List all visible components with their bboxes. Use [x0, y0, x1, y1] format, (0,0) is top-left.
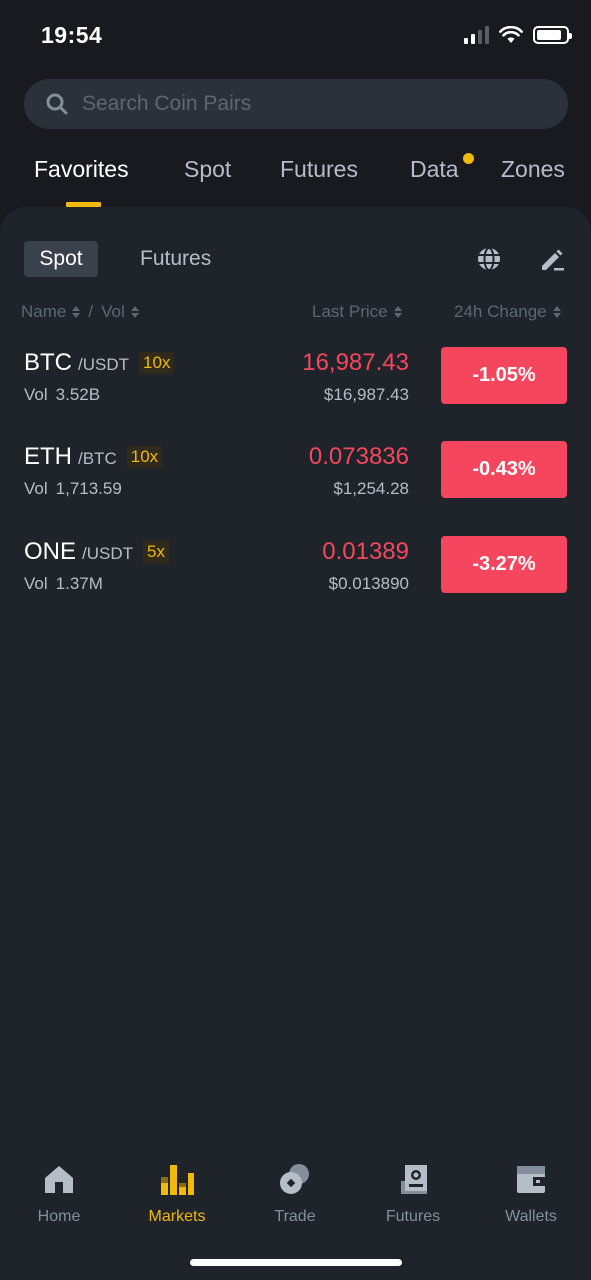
- nav-markets[interactable]: Markets: [127, 1150, 227, 1226]
- nav-wallets-label: Wallets: [505, 1208, 557, 1225]
- fiat-price: $1,254.28: [333, 479, 409, 498]
- base-symbol: ETH: [24, 443, 72, 470]
- volume: Vol 3.52B: [24, 385, 100, 405]
- change-badge[interactable]: -3.27%: [441, 536, 567, 593]
- column-headers: Name / Vol Last Price 24h Change: [0, 302, 591, 326]
- wifi-icon: [499, 26, 523, 43]
- last-price: 0.01389: [322, 538, 409, 565]
- markets-icon: [160, 1162, 194, 1196]
- tab-futures[interactable]: Futures: [280, 156, 358, 182]
- search-bar[interactable]: Search Coin Pairs: [24, 79, 568, 129]
- volume-value: 1.37M: [55, 574, 103, 593]
- change-badge[interactable]: -0.43%: [441, 441, 567, 498]
- nav-wallets[interactable]: Wallets: [481, 1150, 581, 1226]
- pair-name: ETH /BTC 10x: [24, 443, 163, 471]
- nav-markets-label: Markets: [148, 1208, 206, 1225]
- volume-label: Vol: [24, 574, 48, 593]
- sort-last-price[interactable]: Last Price: [312, 302, 402, 322]
- sort-name-vol[interactable]: Name / Vol: [21, 302, 139, 322]
- change-badge[interactable]: -1.05%: [441, 347, 567, 404]
- fiat-price: $16,987.43: [323, 385, 409, 404]
- sort-arrows-icon: [552, 306, 561, 318]
- data-tab-badge: [463, 153, 474, 164]
- last-price: 0.073836: [308, 443, 409, 470]
- pair-name: BTC /USDT 10x: [24, 349, 175, 377]
- volume-value: 3.52B: [55, 385, 101, 404]
- quote-symbol: /USDT: [82, 544, 134, 563]
- home-icon: [42, 1162, 76, 1196]
- globe-icon[interactable]: [475, 245, 503, 273]
- leverage-badge: 10x: [139, 352, 175, 374]
- volume-label: Vol: [24, 479, 48, 498]
- nav-futures-label: Futures: [385, 1208, 441, 1225]
- last-price: 16,987.43: [302, 349, 409, 376]
- status-bar: 19:54: [0, 0, 591, 72]
- wallet-icon: [514, 1162, 548, 1196]
- edit-icon[interactable]: [538, 246, 566, 274]
- sort-arrows-icon: [72, 306, 81, 318]
- sort-arrows-icon: [393, 306, 402, 318]
- col-separator: /: [88, 302, 94, 321]
- tab-data[interactable]: Data: [410, 156, 459, 182]
- cellular-signal-icon: [464, 26, 489, 44]
- nav-trade[interactable]: Trade: [245, 1150, 345, 1226]
- battery-icon: [533, 26, 572, 44]
- search-icon: [46, 93, 68, 115]
- quote-symbol: /USDT: [78, 355, 129, 374]
- col-last-price-label: Last Price: [312, 302, 388, 321]
- base-symbol: ONE: [24, 538, 77, 565]
- status-time: 19:54: [41, 22, 103, 48]
- top-tabs: Favorites Spot Futures Data Zones: [0, 148, 591, 208]
- home-indicator: [190, 1259, 402, 1266]
- leverage-badge: 5x: [143, 541, 169, 563]
- sort-arrows-icon: [130, 306, 139, 318]
- tab-spot[interactable]: Spot: [184, 156, 232, 182]
- subtab-futures[interactable]: Futures: [140, 247, 212, 270]
- volume-value: 1,713.59: [55, 479, 122, 498]
- pair-name: ONE /USDT 5x: [24, 538, 169, 566]
- bottom-nav: Home Markets Trade Futures Wallets: [0, 1150, 591, 1230]
- market-row-eth[interactable]: ETH /BTC 10x Vol 1,713.59 0.073836 $1,254…: [0, 441, 591, 503]
- volume-label: Vol: [24, 385, 48, 404]
- sort-24h-change[interactable]: 24h Change: [454, 302, 561, 322]
- quote-symbol: /BTC: [78, 449, 117, 468]
- nav-futures[interactable]: Futures: [363, 1150, 463, 1226]
- leverage-badge: 10x: [126, 446, 163, 468]
- fiat-price: $0.013890: [328, 574, 409, 593]
- trade-icon: [278, 1162, 312, 1196]
- status-icons: [464, 26, 572, 44]
- volume: Vol 1.37M: [24, 574, 103, 594]
- futures-icon: [396, 1162, 430, 1196]
- volume: Vol 1,713.59: [24, 479, 122, 499]
- tab-favorites[interactable]: Favorites: [34, 156, 129, 182]
- active-tab-indicator: [66, 202, 101, 207]
- search-placeholder: Search Coin Pairs: [82, 92, 252, 115]
- subtab-spot[interactable]: Spot: [24, 241, 98, 277]
- col-vol-label: Vol: [101, 302, 125, 321]
- nav-home-label: Home: [37, 1208, 81, 1225]
- market-row-btc[interactable]: BTC /USDT 10x Vol 3.52B 16,987.43 $16,987…: [0, 347, 591, 409]
- col-name-label: Name: [21, 302, 67, 321]
- nav-home[interactable]: Home: [9, 1150, 109, 1226]
- col-change-label: 24h Change: [454, 302, 547, 321]
- nav-trade-label: Trade: [274, 1208, 316, 1225]
- tab-zones[interactable]: Zones: [501, 156, 565, 182]
- base-symbol: BTC: [24, 349, 72, 376]
- market-row-one[interactable]: ONE /USDT 5x Vol 1.37M 0.01389 $0.013890 …: [0, 536, 591, 598]
